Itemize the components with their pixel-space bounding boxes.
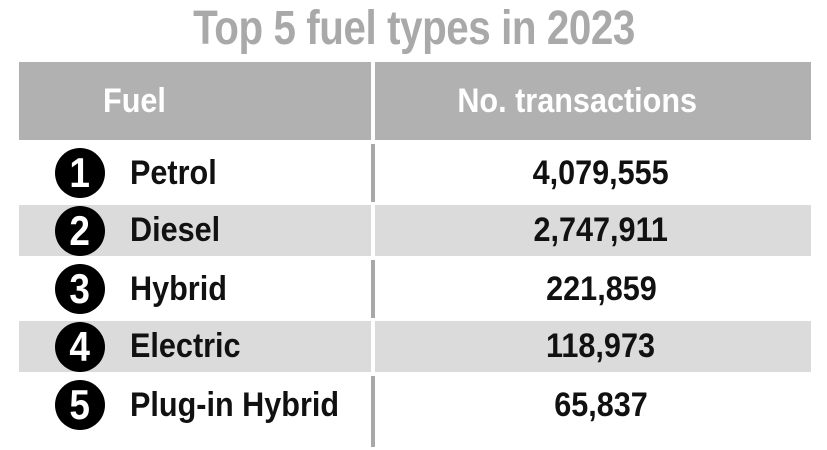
table-header: Fuel No. transactions	[19, 62, 811, 140]
rank-badge: 1	[55, 148, 105, 198]
column-divider	[371, 144, 375, 202]
table-row: 4 Electric 118,973	[19, 318, 811, 376]
column-divider	[371, 376, 375, 434]
rank-badge: 5	[55, 380, 105, 430]
table-row: 3 Hybrid 221,859	[19, 260, 811, 318]
fuel-table: Fuel No. transactions 1 Petrol 4,079,555…	[19, 62, 811, 447]
rank-badge: 3	[55, 264, 105, 314]
fuel-cell: 5 Plug-in Hybrid	[19, 376, 371, 434]
transactions-value: 65,837	[554, 385, 648, 424]
fuel-cell: 1 Petrol	[19, 144, 371, 202]
fuel-cell: 4 Electric	[19, 321, 371, 372]
transactions-cell: 2,747,911	[375, 205, 811, 256]
rank-number: 5	[69, 381, 91, 428]
fuel-name: Petrol	[130, 153, 217, 192]
fuel-cell: 3 Hybrid	[19, 260, 371, 318]
header-cell-transactions: No. transactions	[375, 62, 811, 140]
rank-number: 4	[69, 322, 91, 370]
page-title: Top 5 fuel types in 2023	[192, 2, 635, 55]
transactions-cell: 118,973	[375, 321, 811, 372]
column-header-fuel: Fuel	[103, 81, 166, 120]
rank-badge: 4	[55, 321, 105, 372]
transactions-value: 4,079,555	[532, 153, 670, 192]
transactions-cell: 4,079,555	[375, 144, 811, 202]
column-divider	[371, 434, 375, 447]
rank-number: 1	[69, 149, 91, 196]
column-header-transactions: No. transactions	[457, 81, 697, 120]
rank-number: 3	[69, 265, 91, 312]
fuel-name: Plug-in Hybrid	[130, 385, 340, 424]
column-divider	[371, 205, 375, 256]
transactions-value: 118,973	[546, 327, 656, 365]
rank-badge: 2	[55, 205, 105, 256]
header-cell-fuel: Fuel	[19, 62, 371, 140]
transactions-value: 221,859	[545, 269, 657, 308]
table-row: 1 Petrol 4,079,555	[19, 144, 811, 202]
fuel-cell: 2 Diesel	[19, 205, 371, 256]
column-divider	[371, 260, 375, 318]
rank-number: 2	[69, 206, 91, 254]
table-row: 2 Diesel 2,747,911	[19, 202, 811, 260]
transactions-value: 2,747,911	[533, 211, 669, 249]
table-row: 5 Plug-in Hybrid 65,837	[19, 376, 811, 434]
transactions-cell: 221,859	[375, 260, 811, 318]
column-divider	[371, 321, 375, 372]
fuel-name: Diesel	[130, 211, 221, 249]
fuel-name: Hybrid	[130, 269, 227, 308]
fuel-name: Electric	[130, 327, 241, 365]
transactions-cell: 65,837	[375, 376, 811, 434]
column-divider	[371, 62, 375, 140]
title-bar: Top 5 fuel types in 2023	[0, 1, 827, 56]
